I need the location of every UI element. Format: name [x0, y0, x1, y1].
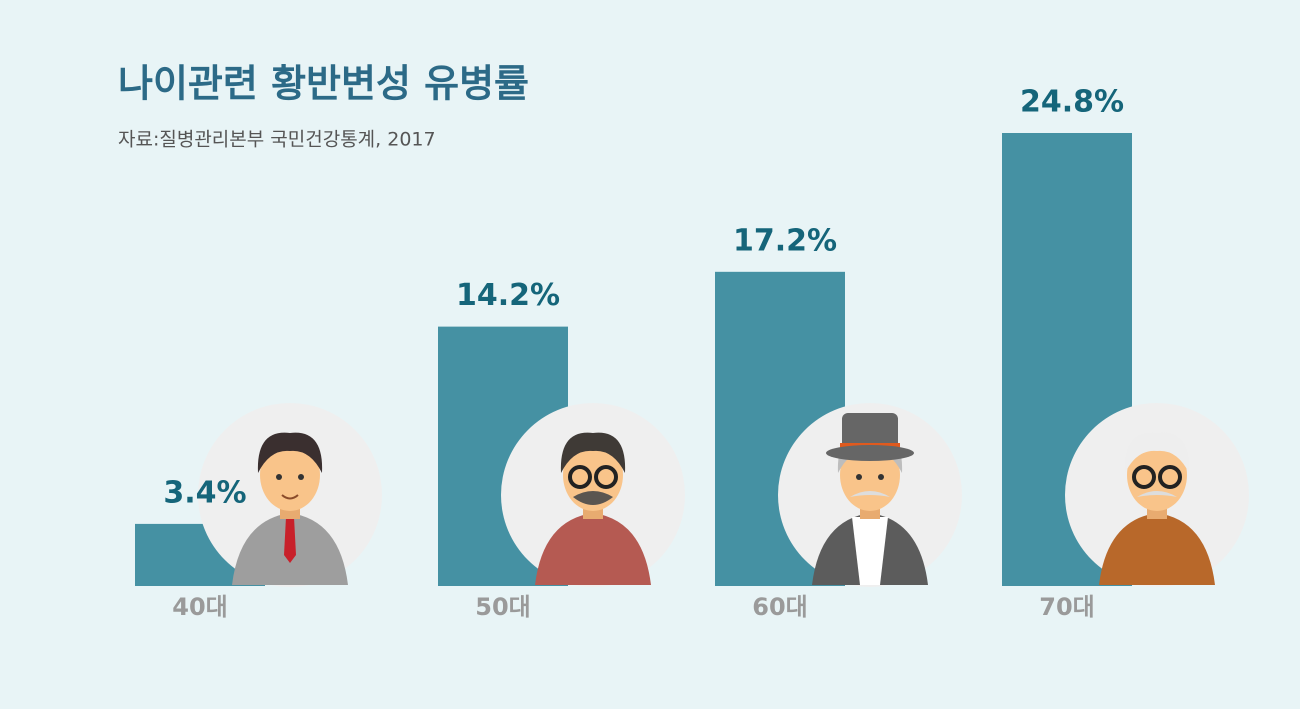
eye — [298, 474, 304, 480]
head — [260, 439, 320, 511]
value-label: 24.8% — [1020, 85, 1124, 120]
shirt — [852, 517, 888, 585]
tie — [284, 517, 296, 563]
x-tick-label: 70대 — [1039, 593, 1094, 621]
labels: 3.4% 40대 14.2% 50대 17.2% 60대 24.8% 70대 — [163, 85, 1124, 622]
moustache — [850, 491, 890, 497]
hat-brim — [826, 445, 914, 461]
hat — [842, 413, 898, 449]
x-tick-label: 40대 — [172, 593, 227, 621]
moustache — [573, 491, 613, 505]
value-label: 3.4% — [163, 475, 246, 510]
value-label: 17.2% — [733, 223, 837, 258]
hair — [560, 432, 626, 473]
eye — [878, 474, 884, 480]
figure-body — [535, 513, 651, 585]
chart-title: 나이관련 황반변성 유병률 — [118, 62, 529, 106]
hair — [1124, 432, 1190, 473]
chart-subtitle: 자료:질병관리본부 국민건강통계, 2017 — [118, 129, 436, 151]
mouth — [281, 494, 299, 500]
figures — [198, 403, 1249, 587]
hair — [257, 432, 323, 473]
glasses — [568, 465, 592, 489]
moustache — [1137, 491, 1177, 497]
glasses — [1132, 465, 1156, 489]
eye — [856, 474, 862, 480]
x-tick-label: 60대 — [752, 593, 807, 621]
x-tick-label: 50대 — [475, 593, 530, 621]
eye — [276, 474, 282, 480]
glasses — [1158, 465, 1182, 489]
glasses — [594, 465, 618, 489]
figure-body — [1099, 513, 1215, 585]
head — [563, 439, 623, 511]
head — [1127, 439, 1187, 511]
value-label: 14.2% — [456, 278, 560, 313]
